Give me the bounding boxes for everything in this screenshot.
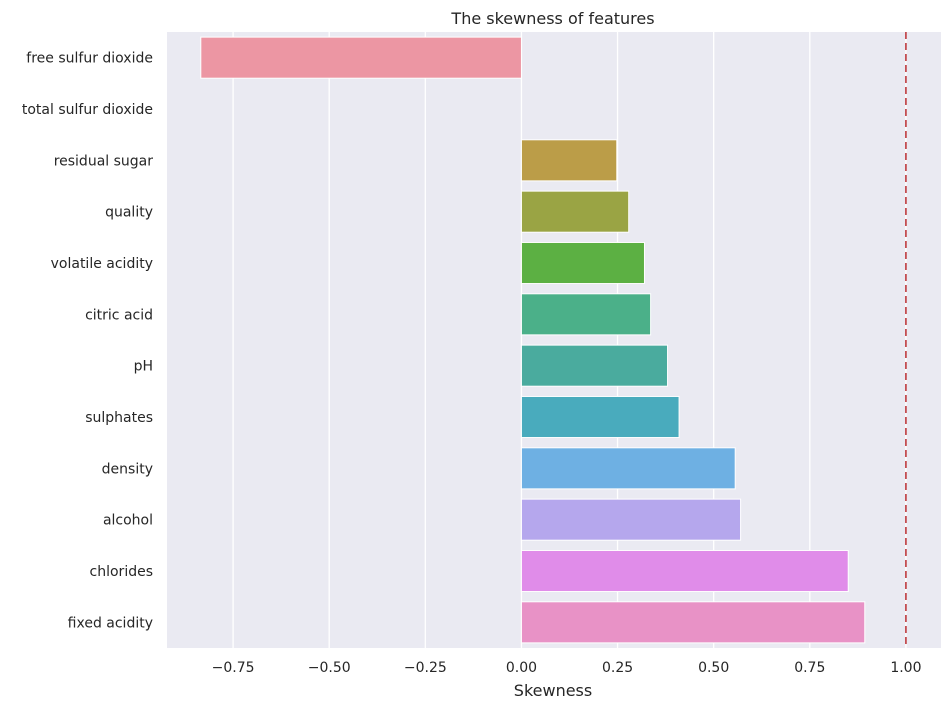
bar-density: [520, 447, 736, 490]
bars: [200, 36, 866, 644]
x-tick-label: −0.25: [404, 660, 447, 676]
chart-title: The skewness of features: [450, 9, 654, 28]
plot-area: [167, 32, 941, 648]
x-tick-labels: −0.75 −0.50 −0.25 0.00 0.25 0.50 0.75 1.00: [212, 660, 922, 676]
y-tick-labels: free sulfur dioxide total sulfur dioxide r…: [22, 51, 153, 632]
bar-pH: [520, 344, 669, 387]
x-axis-label: Skewness: [514, 681, 592, 700]
y-tick-label: density: [102, 461, 153, 477]
y-tick-label: alcohol: [103, 513, 153, 529]
x-tick-label: −0.50: [308, 660, 351, 676]
bar-alcohol: [520, 498, 742, 541]
y-tick-label: quality: [105, 205, 153, 221]
y-tick-label: free sulfur dioxide: [26, 51, 153, 67]
y-tick-label: pH: [134, 359, 153, 375]
x-tick-label: 0.50: [698, 660, 729, 676]
bar-residual-sugar: [520, 139, 618, 182]
bar-chlorides: [520, 549, 849, 593]
y-tick-label: total sulfur dioxide: [22, 102, 153, 118]
x-tick-label: 0.75: [794, 660, 825, 676]
y-tick-label: residual sugar: [54, 153, 154, 169]
y-tick-label: chlorides: [90, 564, 153, 580]
bar-fixed-acidity: [520, 601, 866, 644]
bar-sulphates: [520, 395, 680, 439]
y-tick-label: fixed acidity: [68, 615, 153, 631]
x-tick-label: 0.00: [506, 660, 537, 676]
bar-citric-acid: [520, 293, 652, 336]
y-tick-label: sulphates: [85, 410, 153, 426]
x-tick-label: −0.75: [212, 660, 255, 676]
x-tick-label: 0.25: [602, 660, 633, 676]
y-tick-label: citric acid: [85, 307, 153, 323]
bar-quality: [520, 190, 630, 233]
x-tick-label: 1.00: [890, 660, 921, 676]
y-tick-label: volatile acidity: [51, 256, 153, 272]
bar-volatile-acidity: [520, 241, 645, 285]
bar-free-sulfur-dioxide: [200, 36, 522, 79]
